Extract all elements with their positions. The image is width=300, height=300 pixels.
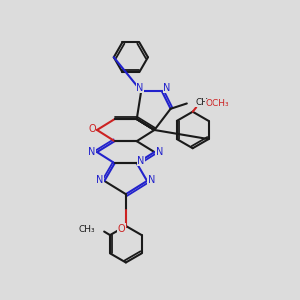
Text: N: N [136, 82, 143, 93]
Text: N: N [164, 82, 171, 93]
Text: O: O [88, 124, 96, 134]
Text: O: O [118, 224, 125, 234]
Text: N: N [88, 147, 96, 157]
Text: N: N [137, 156, 145, 166]
Text: CH₃: CH₃ [79, 225, 95, 234]
Text: CH₃: CH₃ [195, 98, 212, 106]
Text: OCH₃: OCH₃ [206, 99, 229, 108]
Text: N: N [148, 175, 155, 185]
Text: N: N [156, 147, 163, 157]
Text: N: N [96, 175, 103, 185]
